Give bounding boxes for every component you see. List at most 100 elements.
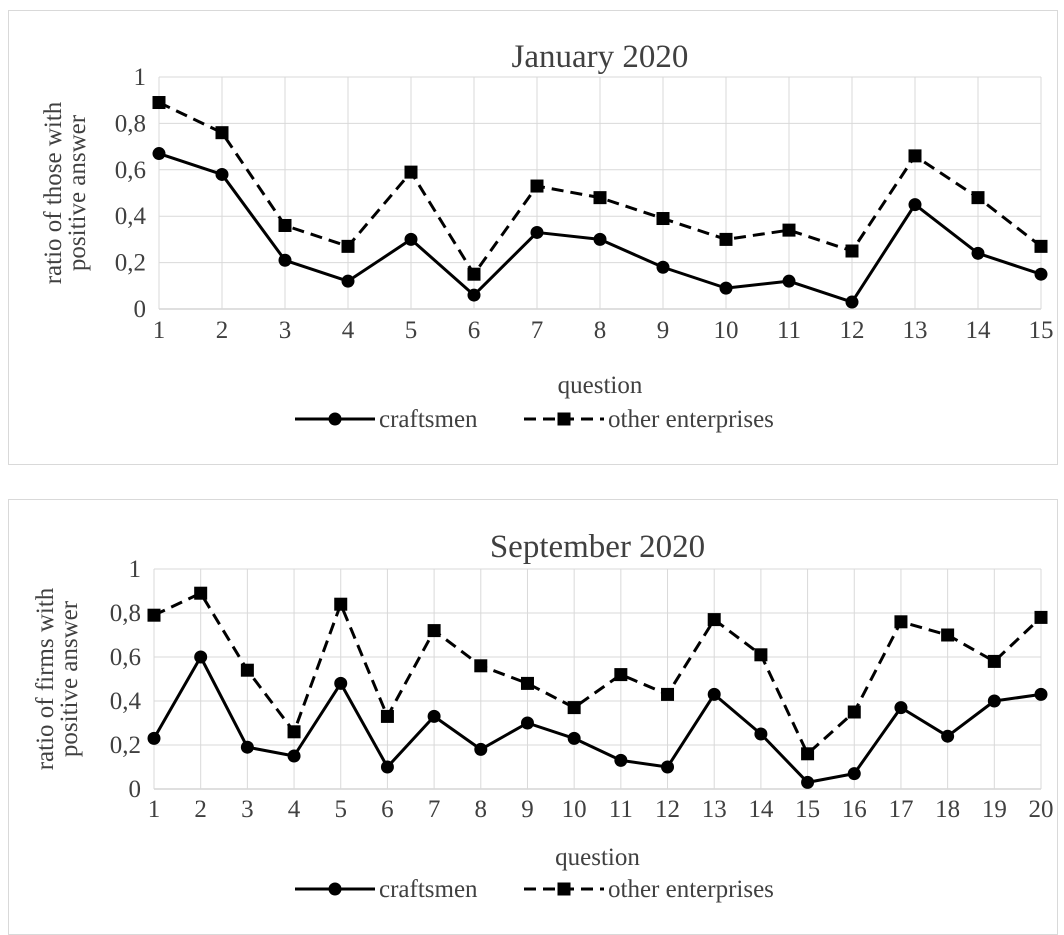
y-tick-label: 1: [134, 64, 147, 91]
chart-panel-january: January 2020 0 0,2 0,4 0,6 0,8 1 1 2 3 4 5 6 7 8 9 10 11 1…: [8, 10, 1058, 465]
x-tick-label: 4: [342, 317, 355, 344]
data-point-other-enterprises: [661, 687, 675, 701]
data-point-craftsmen: [719, 281, 733, 295]
legend-label-other-enterprises: other enterprises: [608, 876, 774, 903]
x-tick-label: 15: [795, 796, 820, 823]
data-point-craftsmen: [520, 716, 534, 730]
y-axis-label: positive answer: [64, 114, 91, 271]
x-tick-label: 6: [381, 796, 394, 823]
y-tick-label: 0,4: [110, 688, 142, 715]
data-point-other-enterprises: [1034, 610, 1048, 624]
legend-marker-craftsmen: [328, 412, 342, 426]
data-point-other-enterprises: [971, 191, 985, 205]
data-point-craftsmen: [194, 650, 208, 664]
data-point-other-enterprises: [845, 244, 859, 258]
y-tick-label: 0,4: [115, 203, 147, 230]
y-tick-label: 0,6: [110, 644, 141, 671]
x-tick-label: 7: [531, 317, 544, 344]
data-point-craftsmen: [567, 731, 581, 745]
x-tick-label: 8: [594, 317, 607, 344]
x-tick-label: 1: [148, 796, 161, 823]
data-point-craftsmen: [845, 295, 859, 309]
chart-panel-september: September 2020 0 0,2 0,4 0,6 0,8 1 1 2 3 4 5 6 7 8 9 10 1…: [8, 499, 1058, 935]
x-tick-label: 8: [475, 796, 488, 823]
x-tick-label: 5: [334, 796, 347, 823]
y-tick-label: 0,8: [115, 110, 146, 137]
y-axis-label: ratio of those with: [40, 101, 67, 284]
data-point-other-enterprises: [530, 179, 544, 193]
x-tick-label: 6: [468, 317, 481, 344]
data-point-craftsmen: [530, 225, 544, 239]
data-point-craftsmen: [941, 729, 955, 743]
x-tick-label: 13: [702, 796, 727, 823]
data-point-other-enterprises: [1034, 239, 1048, 253]
legend-label-craftsmen: craftsmen: [379, 406, 478, 433]
data-point-craftsmen: [240, 740, 254, 754]
y-tick-label: 0: [129, 776, 142, 803]
chart-title: September 2020: [490, 529, 705, 565]
series-line-craftsmen: [152, 655, 1042, 784]
data-point-craftsmen: [987, 694, 1001, 708]
legend-marker-other-enterprises: [557, 882, 571, 896]
y-tick-label: 0: [134, 296, 147, 323]
data-point-craftsmen: [474, 742, 488, 756]
data-point-other-enterprises: [593, 191, 607, 205]
x-tick-label: 3: [241, 796, 254, 823]
x-axis-label: question: [558, 372, 643, 399]
data-point-other-enterprises: [341, 239, 355, 253]
x-tick-label: 2: [216, 317, 229, 344]
x-tick-label: 15: [1029, 317, 1054, 344]
data-point-craftsmen: [661, 760, 675, 774]
data-point-craftsmen: [147, 731, 161, 745]
y-axis-label: positive answer: [56, 600, 83, 757]
data-point-other-enterprises: [240, 663, 254, 677]
data-point-other-enterprises: [427, 624, 441, 638]
data-point-other-enterprises: [278, 218, 292, 232]
data-point-craftsmen: [614, 753, 628, 767]
data-point-craftsmen: [380, 760, 394, 774]
data-point-other-enterprises: [467, 267, 481, 281]
x-tick-label: 13: [903, 317, 928, 344]
x-tick-label: 12: [840, 317, 865, 344]
x-tick-label: 14: [966, 317, 992, 344]
x-axis-label: question: [555, 844, 640, 871]
data-point-other-enterprises: [707, 613, 721, 627]
data-point-other-enterprises: [656, 212, 670, 226]
y-axis-label: ratio of firms with: [32, 587, 59, 770]
series-line-other-enterprises: [153, 591, 1043, 756]
y-tick-label: 0,8: [110, 600, 141, 627]
x-tick-label: 2: [194, 796, 207, 823]
data-point-other-enterprises: [908, 149, 922, 163]
data-point-craftsmen: [782, 274, 796, 288]
data-point-craftsmen: [1034, 687, 1048, 701]
x-tick-label: 18: [935, 796, 960, 823]
x-tick-label: 17: [888, 796, 913, 823]
x-tick-label: 7: [428, 796, 441, 823]
data-point-craftsmen: [287, 749, 301, 763]
x-tick-label: 10: [562, 796, 587, 823]
x-tick-label: 4: [288, 796, 301, 823]
x-tick-label: 3: [279, 317, 292, 344]
legend-label-other-enterprises: other enterprises: [608, 406, 774, 433]
data-point-other-enterprises: [847, 705, 861, 719]
data-point-other-enterprises: [801, 747, 815, 761]
y-tick-label: 0,2: [110, 732, 141, 759]
data-point-craftsmen: [754, 727, 768, 741]
data-point-craftsmen: [847, 767, 861, 781]
x-tick-label: 14: [748, 796, 774, 823]
data-point-other-enterprises: [754, 648, 768, 662]
data-point-craftsmen: [341, 274, 355, 288]
chart-title: January 2020: [512, 39, 689, 75]
data-point-other-enterprises: [152, 96, 166, 110]
x-tick-label: 20: [1029, 796, 1054, 823]
data-point-other-enterprises: [287, 725, 301, 739]
data-point-craftsmen: [971, 246, 985, 260]
data-point-other-enterprises: [380, 709, 394, 723]
y-tick-label: 0,6: [115, 157, 146, 184]
data-point-craftsmen: [404, 232, 418, 246]
data-point-other-enterprises: [215, 126, 229, 140]
x-tick-label: 1: [153, 317, 166, 344]
data-point-craftsmen: [656, 260, 670, 274]
